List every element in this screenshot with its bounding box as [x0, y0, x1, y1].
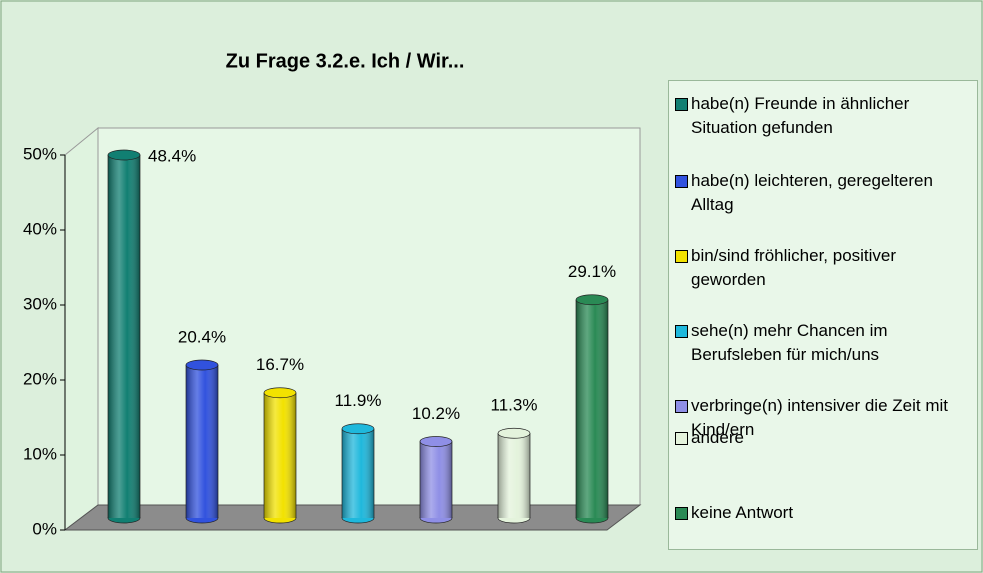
legend-label: habe(n) leichteren, geregelteren Alltag — [691, 171, 933, 214]
legend-swatch — [675, 400, 688, 413]
bar-shade — [186, 365, 218, 518]
bar-outline — [263, 392, 297, 518]
legend-swatch — [675, 175, 688, 188]
bar-shade — [342, 428, 374, 518]
legend-swatch — [675, 98, 688, 111]
legend-swatch — [675, 325, 688, 338]
y-tick-label: 0% — [32, 519, 57, 538]
y-tick-label: 20% — [23, 369, 57, 388]
legend-label: habe(n) Freunde in ähnlicher Situation g… — [691, 94, 910, 137]
value-label: 48.4% — [148, 146, 196, 165]
legend-label: verbringe(n) intensiver die Zeit mit Kin… — [691, 396, 948, 439]
legend-label: keine Antwort — [691, 503, 794, 522]
bar-outline — [341, 428, 375, 518]
bar-shade — [108, 155, 140, 518]
value-label: 16.7% — [256, 355, 304, 374]
bar-outline — [107, 155, 141, 518]
legend: habe(n) Freunde in ähnlicher Situation g… — [668, 80, 978, 550]
bar-top — [341, 423, 375, 435]
bar-shade — [420, 441, 452, 518]
legend-entry: andere — [675, 426, 975, 450]
legend-entry: keine Antwort — [675, 501, 975, 525]
legend-entry: bin/sind fröhlicher, positiver geworden — [675, 244, 975, 292]
bar-top — [263, 387, 297, 399]
legend-label: sehe(n) mehr Chancen im Berufsleben für … — [691, 321, 888, 364]
legend-entry: verbringe(n) intensiver die Zeit mit Kin… — [675, 394, 975, 442]
bar-top — [497, 427, 531, 439]
value-label: 11.3% — [491, 396, 538, 415]
bar-outline — [185, 365, 219, 518]
bar-top — [107, 149, 141, 161]
chart-title: Zu Frage 3.2.e. Ich / Wir... — [226, 50, 465, 72]
side-wall — [64, 126, 99, 532]
bar-top — [419, 436, 453, 447]
bar-shade — [498, 433, 530, 518]
y-tick-label: 50% — [23, 144, 57, 163]
value-label: 10.2% — [412, 404, 460, 423]
legend-swatch — [675, 507, 688, 520]
bar-top — [575, 294, 609, 306]
bar-shade — [264, 392, 296, 518]
value-label: 11.9% — [335, 391, 382, 410]
legend-entry: habe(n) Freunde in ähnlicher Situation g… — [675, 92, 975, 140]
y-tick-label: 30% — [23, 294, 57, 313]
bar-shade — [576, 299, 608, 518]
legend-swatch — [675, 432, 688, 445]
y-tick-label: 10% — [23, 444, 57, 463]
value-label: 29.1% — [568, 262, 616, 281]
value-label: 20.4% — [178, 327, 226, 346]
legend-swatch — [675, 250, 688, 263]
bar-top — [185, 359, 219, 371]
legend-label: andere — [691, 428, 744, 447]
legend-entry: habe(n) leichteren, geregelteren Alltag — [675, 169, 975, 217]
bar-outline — [419, 441, 453, 518]
legend-entry: sehe(n) mehr Chancen im Berufsleben für … — [675, 319, 975, 367]
legend-label: bin/sind fröhlicher, positiver geworden — [691, 246, 897, 289]
bar-outline — [497, 433, 531, 518]
bar-outline — [575, 299, 609, 518]
y-tick-label: 40% — [23, 219, 57, 238]
